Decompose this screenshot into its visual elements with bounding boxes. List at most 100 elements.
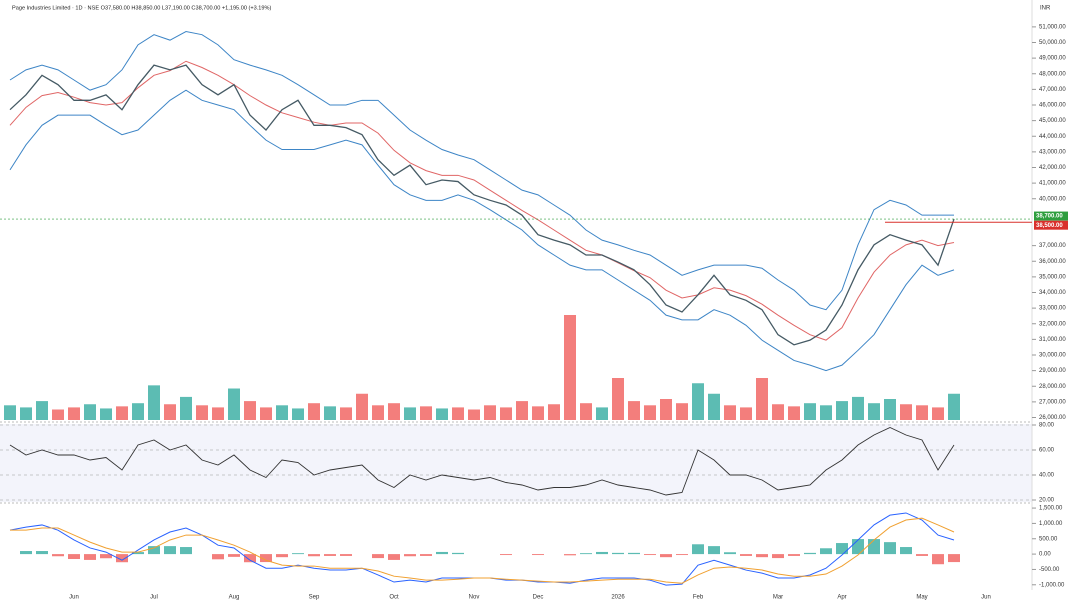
- bar: [100, 408, 112, 420]
- bar: [388, 554, 400, 560]
- bar: [500, 554, 512, 556]
- y-tick-label: 46,000.00: [1039, 103, 1066, 109]
- bar: [100, 554, 112, 559]
- bar: [36, 551, 48, 555]
- bar: [676, 403, 688, 420]
- bar: [180, 547, 192, 555]
- bar: [164, 546, 176, 555]
- bar: [660, 399, 672, 420]
- bar: [596, 407, 608, 420]
- x-tick-label: Mar: [773, 595, 783, 601]
- bar: [868, 403, 880, 420]
- series-line: [9, 89, 955, 372]
- bar: [436, 408, 448, 420]
- bar: [516, 401, 528, 420]
- bar: [36, 401, 48, 420]
- bar: [260, 554, 272, 563]
- bar: [148, 385, 160, 420]
- bar: [212, 407, 224, 420]
- bar: [852, 539, 864, 555]
- bar: [292, 408, 304, 420]
- bar: [420, 406, 432, 420]
- bar: [788, 406, 800, 420]
- bar: [948, 393, 960, 420]
- bar: [436, 551, 448, 555]
- bar: [340, 554, 352, 556]
- bar: [820, 405, 832, 420]
- y-tick-label: 32,000.00: [1039, 321, 1066, 327]
- bar: [756, 554, 768, 558]
- bar: [228, 388, 240, 420]
- bar: [884, 542, 896, 555]
- y-tick-label: 80.00: [1039, 423, 1055, 429]
- bar: [308, 403, 320, 420]
- y-tick-label: 43,000.00: [1039, 149, 1066, 155]
- y-tick-label: 27,000.00: [1039, 399, 1066, 405]
- bar: [740, 407, 752, 420]
- series-line: [9, 31, 954, 311]
- bar: [308, 554, 320, 557]
- bar: [532, 406, 544, 420]
- bar: [148, 546, 160, 555]
- bar: [580, 553, 592, 555]
- bar: [932, 407, 944, 420]
- bar: [372, 405, 384, 420]
- bar: [132, 552, 144, 555]
- y-tick-label: 48,000.00: [1039, 71, 1066, 77]
- x-tick-label: Jul: [150, 595, 158, 601]
- y-tick-label: 49,000.00: [1039, 56, 1066, 62]
- bar: [276, 405, 288, 420]
- currency-label: INR: [1040, 6, 1051, 12]
- bar: [4, 405, 16, 420]
- bar: [836, 543, 848, 555]
- bar: [676, 554, 688, 556]
- x-tick-label: Apr: [837, 595, 846, 601]
- bar: [948, 554, 960, 563]
- bar: [692, 383, 704, 420]
- bar: [708, 393, 720, 420]
- bar: [116, 406, 128, 420]
- price-label: 38,700.00: [1036, 214, 1063, 220]
- chart-title: Page Industries Limited · 1D · NSE O37,5…: [12, 5, 271, 11]
- bar: [532, 554, 544, 556]
- bar: [180, 396, 192, 420]
- bar: [20, 551, 32, 555]
- bar: [580, 403, 592, 420]
- rsi-background: [0, 424, 1032, 502]
- bar: [116, 554, 128, 563]
- bar: [52, 409, 64, 420]
- bar: [404, 554, 416, 557]
- bar: [724, 552, 736, 555]
- x-tick-label: 2026: [611, 595, 625, 601]
- y-tick-label: 1,000.00: [1039, 521, 1063, 527]
- price-label: 38,500.00: [1036, 223, 1063, 229]
- x-tick-label: Sep: [309, 595, 320, 601]
- bar: [132, 403, 144, 420]
- bar: [868, 539, 880, 555]
- bar: [740, 554, 752, 556]
- y-tick-label: -1,000.00: [1039, 582, 1065, 588]
- bar: [708, 546, 720, 555]
- series-line: [10, 517, 955, 584]
- bar: [772, 404, 784, 420]
- bar: [452, 552, 464, 555]
- bar: [628, 552, 640, 555]
- bar: [900, 404, 912, 420]
- price-label-box: [1034, 220, 1068, 230]
- price-label-box: [1034, 211, 1068, 221]
- bar: [804, 552, 816, 555]
- bar: [852, 396, 864, 420]
- y-tick-label: 37,000.00: [1039, 243, 1066, 249]
- y-tick-label: 50,000.00: [1039, 40, 1066, 46]
- bar: [612, 552, 624, 555]
- x-tick-label: Nov: [469, 595, 480, 601]
- bar: [916, 405, 928, 420]
- bar: [164, 404, 176, 420]
- bar: [196, 405, 208, 420]
- bar: [564, 554, 576, 556]
- y-tick-label: 33,000.00: [1039, 306, 1066, 312]
- y-tick-label: 41,000.00: [1039, 181, 1066, 187]
- bar: [68, 407, 80, 420]
- bar: [356, 393, 368, 420]
